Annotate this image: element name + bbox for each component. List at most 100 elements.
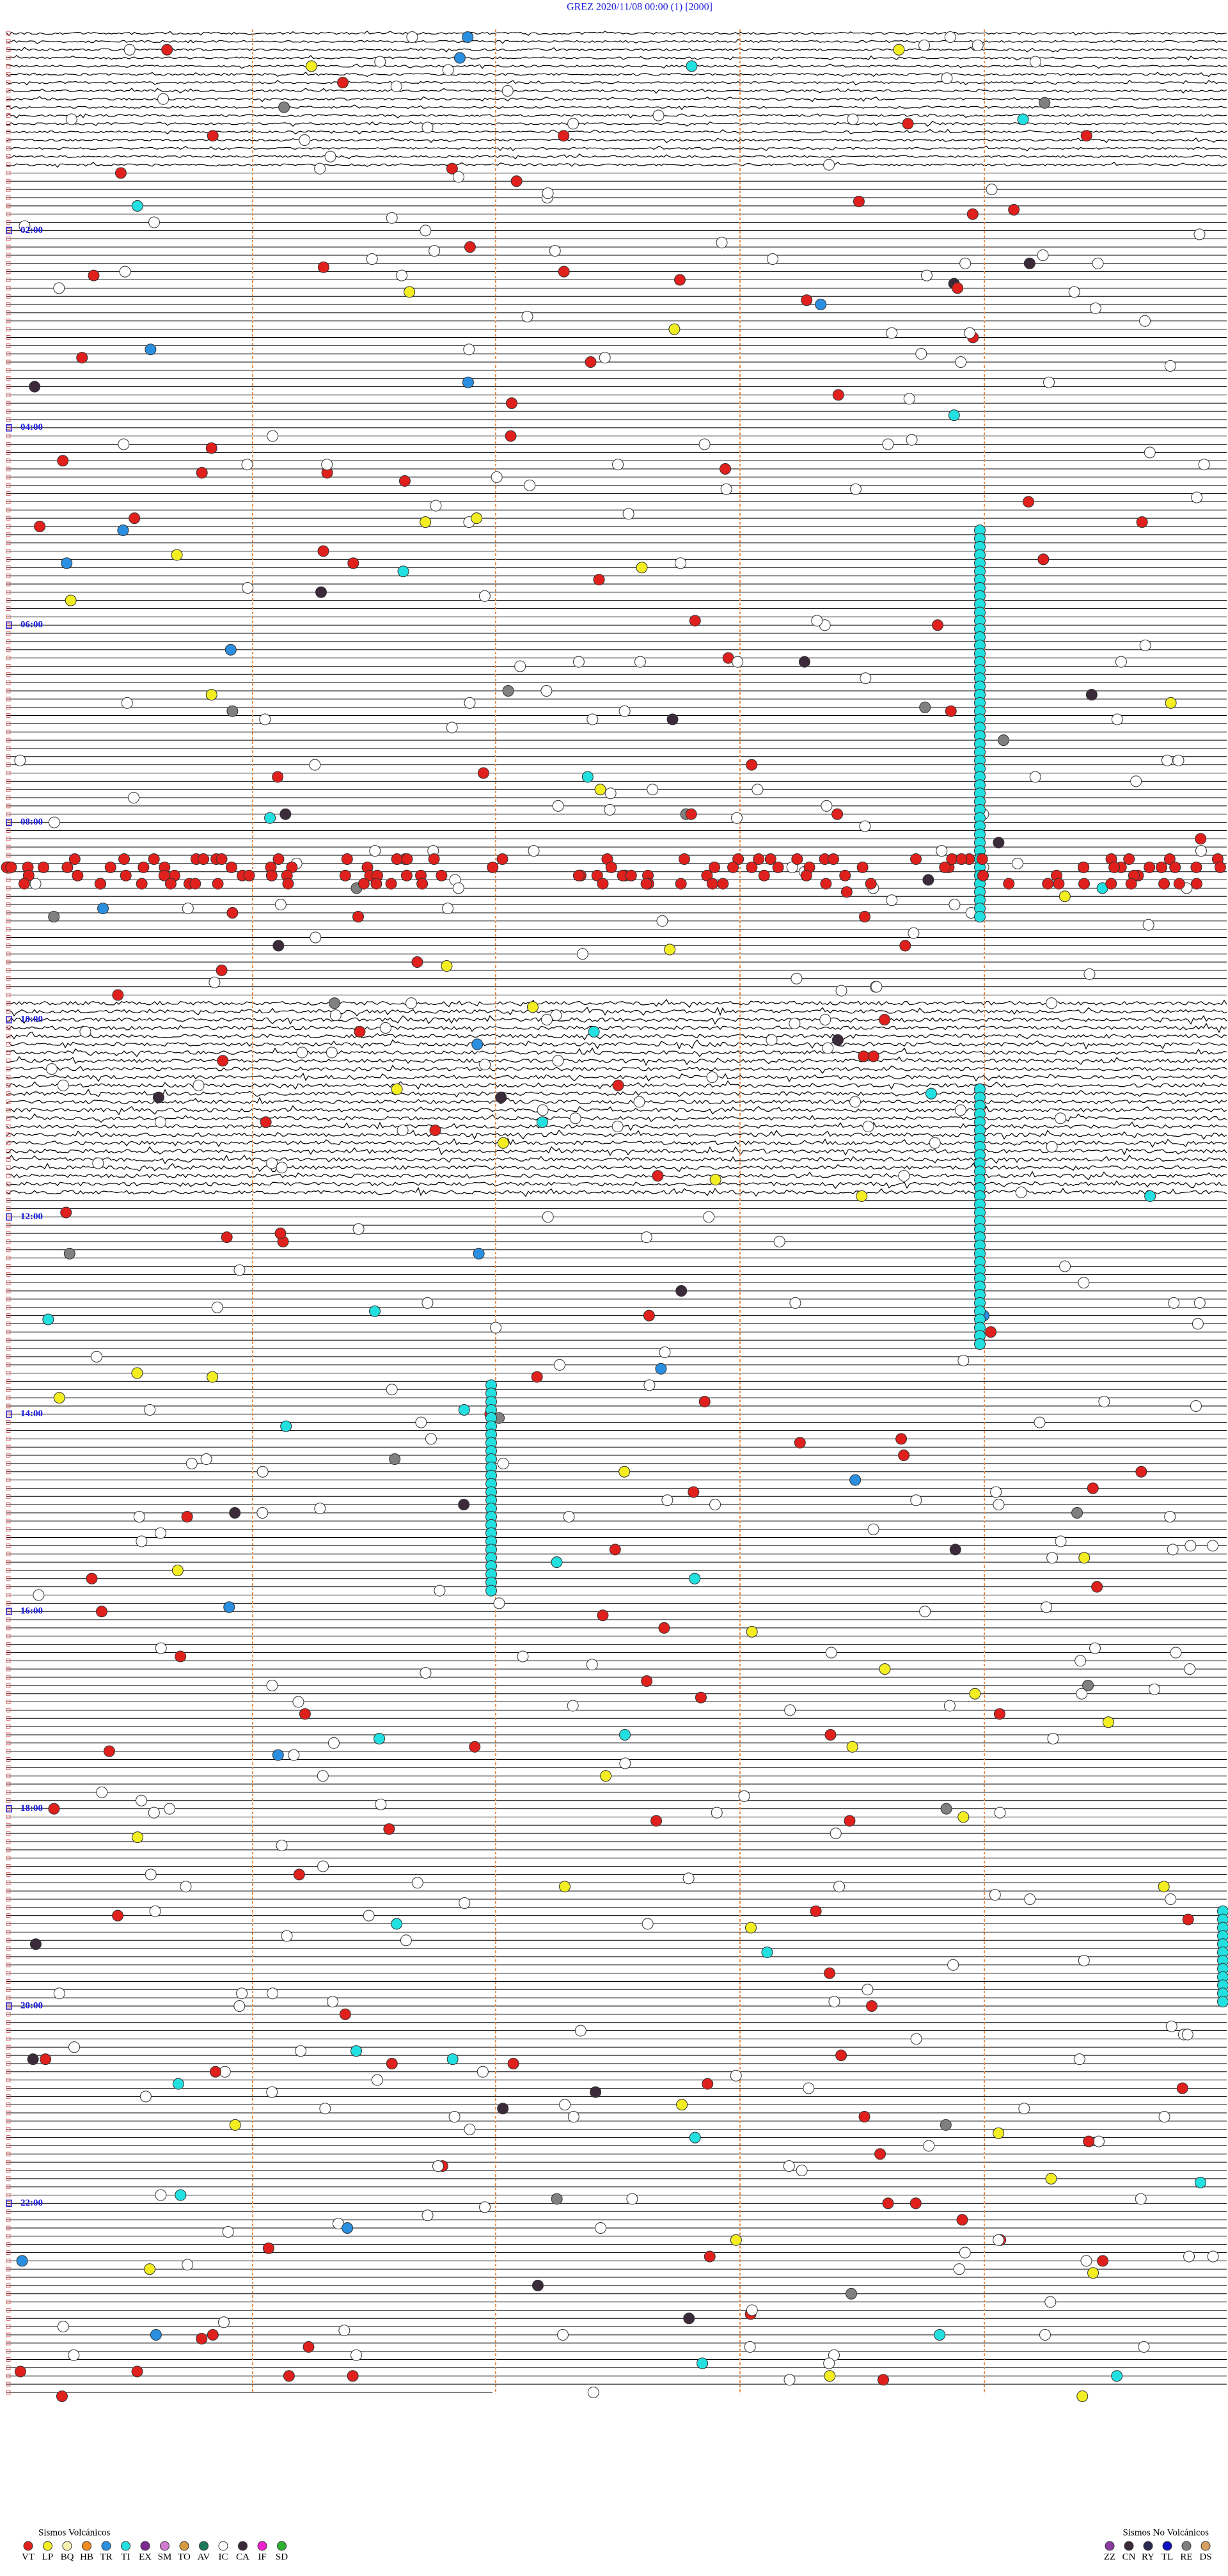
event xyxy=(145,1869,157,1881)
event xyxy=(898,1450,910,1462)
trace xyxy=(6,1105,1227,1116)
event xyxy=(391,1083,403,1095)
event xyxy=(446,722,458,734)
row-marker xyxy=(6,170,11,175)
row-marker xyxy=(6,1650,11,1655)
event xyxy=(272,940,285,952)
row-marker xyxy=(6,984,11,990)
event xyxy=(45,1063,58,1075)
event xyxy=(57,455,69,467)
traces xyxy=(6,30,1227,2395)
event xyxy=(441,960,453,972)
row-marker xyxy=(6,1765,11,1770)
row-marker xyxy=(6,1963,11,1968)
row-marker xyxy=(6,1346,11,1351)
trace xyxy=(6,54,1227,61)
trace xyxy=(6,47,1227,52)
event xyxy=(976,853,988,865)
event xyxy=(1135,2193,1147,2205)
event xyxy=(288,1749,300,1761)
row-marker xyxy=(6,803,11,809)
row-marker xyxy=(6,1181,11,1187)
event xyxy=(68,2041,81,2053)
event xyxy=(1164,360,1176,372)
row-marker xyxy=(6,2078,11,2083)
event xyxy=(953,2263,965,2275)
row-marker xyxy=(6,47,11,52)
event xyxy=(542,187,554,200)
event xyxy=(720,483,732,495)
trace xyxy=(6,88,1227,94)
event xyxy=(998,734,1010,747)
row-marker xyxy=(6,319,11,324)
row-marker xyxy=(6,1116,11,1121)
event xyxy=(531,1371,543,1383)
row-marker xyxy=(6,1034,11,1039)
row-marker xyxy=(6,1700,11,1705)
event xyxy=(703,1211,715,1223)
event xyxy=(588,1025,600,1038)
event xyxy=(510,175,523,187)
event xyxy=(341,853,353,865)
event xyxy=(1076,1687,1088,1700)
event xyxy=(1047,1732,1059,1744)
event xyxy=(594,784,606,796)
event xyxy=(727,861,739,873)
event xyxy=(948,409,960,422)
event xyxy=(824,1967,836,1979)
event xyxy=(1080,2255,1092,2267)
event xyxy=(33,1589,45,1601)
event xyxy=(685,808,697,820)
event xyxy=(1111,2370,1123,2382)
row-marker xyxy=(6,2332,11,2337)
row-marker xyxy=(6,771,11,775)
event xyxy=(612,1079,624,1091)
row-marker xyxy=(6,327,11,332)
event xyxy=(828,1996,840,2008)
event xyxy=(121,697,133,709)
event xyxy=(420,1667,432,1679)
event xyxy=(860,672,872,684)
event xyxy=(1080,130,1092,142)
event xyxy=(586,1659,598,1671)
event xyxy=(658,1622,670,1634)
event xyxy=(738,1790,750,1802)
event xyxy=(1161,754,1173,766)
legend-label: SD xyxy=(276,2552,288,2562)
legend-swatch xyxy=(1105,2541,1115,2551)
event xyxy=(368,1305,381,1317)
event xyxy=(317,1860,329,1872)
event xyxy=(1039,97,1051,109)
event xyxy=(1193,228,1206,241)
row-marker xyxy=(6,1749,11,1754)
event xyxy=(1097,2255,1109,2267)
row-marker xyxy=(6,951,11,956)
row-marker xyxy=(6,1600,11,1606)
event xyxy=(1087,1482,1099,1494)
event xyxy=(485,1584,497,1597)
event xyxy=(943,1700,956,1712)
event xyxy=(223,1601,235,1613)
legend-label: BQ xyxy=(61,2552,74,2562)
event xyxy=(893,43,905,56)
event xyxy=(1083,2135,1095,2147)
row-marker xyxy=(6,1732,11,1737)
row-marker xyxy=(6,1091,11,1096)
row-marker xyxy=(6,1256,11,1261)
event xyxy=(274,1228,287,1240)
event xyxy=(216,853,228,865)
trace xyxy=(6,137,1227,143)
row-marker xyxy=(6,729,11,734)
row-marker xyxy=(6,2176,11,2181)
event xyxy=(824,2370,836,2382)
event xyxy=(656,915,668,927)
event xyxy=(977,869,989,881)
row-marker xyxy=(6,919,11,924)
event xyxy=(72,869,84,881)
event xyxy=(1045,2172,1057,2185)
event xyxy=(1148,1683,1160,1695)
event xyxy=(398,475,411,487)
hour-marker xyxy=(6,1213,12,1221)
event xyxy=(994,1806,1006,1819)
